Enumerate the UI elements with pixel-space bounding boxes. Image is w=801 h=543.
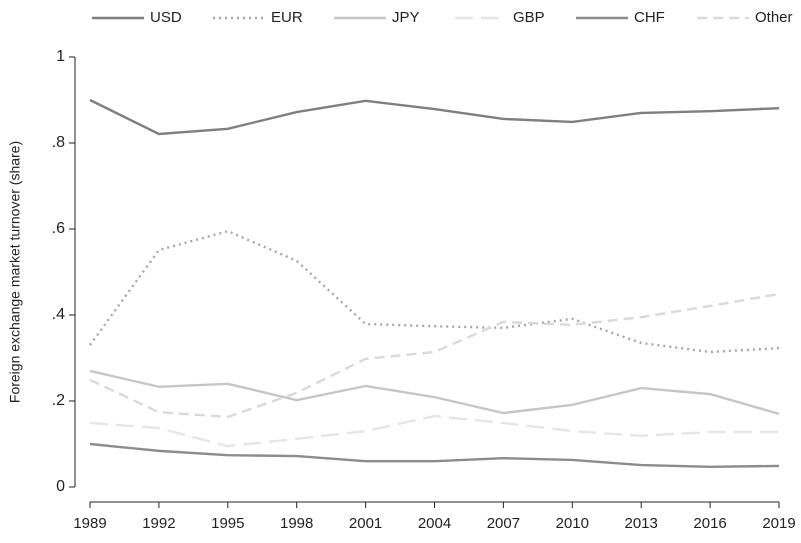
x-tick-label: 2004 [418,515,451,532]
series-line [89,98,780,136]
x-tick-label: 2007 [487,515,520,532]
x-tick-label: 2013 [625,515,658,532]
x-tick-label: 2010 [556,515,589,532]
series-line [89,292,780,419]
y-tick-label: .6 [52,220,65,237]
legend-label: JPY [392,9,420,26]
x-tick-label: 1992 [142,515,175,532]
y-tick-label: 0 [56,478,65,495]
y-tick-label: .8 [52,134,65,151]
series-line [89,414,779,448]
legend-label: USD [150,9,182,26]
series-line [89,442,780,468]
legend-label: GBP [513,9,545,26]
x-tick-label: 1989 [73,515,106,532]
y-axis-label: Foreign exchange market turnover (share) [7,141,23,403]
x-tick-label: 2019 [762,515,795,532]
x-tick-label: 1998 [280,515,313,532]
legend-label: EUR [271,9,303,26]
x-tick-label: 2001 [349,515,382,532]
y-tick-label: .4 [52,306,65,323]
series-line [89,229,780,354]
y-tick-label: 1 [56,48,65,65]
legend-label: Other [755,9,793,26]
series-line [89,369,780,416]
legend-label: CHF [634,9,665,26]
x-tick-label: 1995 [211,515,244,532]
x-tick-label: 2016 [693,515,726,532]
y-tick-label: .2 [52,392,65,409]
